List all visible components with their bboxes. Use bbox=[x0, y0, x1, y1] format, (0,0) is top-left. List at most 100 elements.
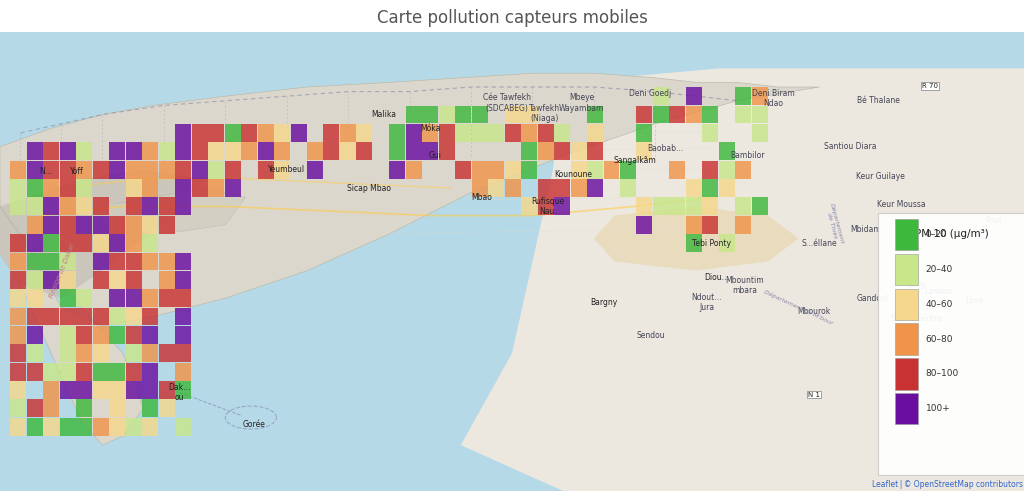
Bar bbox=[752, 197, 768, 215]
Bar bbox=[77, 142, 92, 160]
Bar bbox=[43, 271, 59, 289]
Text: Lène: Lène bbox=[966, 296, 984, 305]
Text: Gandoul: Gandoul bbox=[856, 294, 889, 302]
Bar bbox=[10, 418, 27, 436]
Bar bbox=[895, 358, 918, 389]
Bar bbox=[159, 400, 175, 417]
Bar bbox=[110, 381, 125, 399]
Bar bbox=[142, 308, 159, 326]
Bar bbox=[274, 161, 290, 179]
Bar bbox=[43, 234, 59, 252]
Bar bbox=[93, 308, 109, 326]
Bar bbox=[110, 161, 125, 179]
Bar bbox=[159, 197, 175, 215]
Text: Mbidam: Mbidam bbox=[850, 225, 881, 234]
Text: Touly: Touly bbox=[906, 280, 927, 289]
Bar bbox=[505, 179, 520, 197]
Bar bbox=[93, 418, 109, 436]
Bar bbox=[224, 124, 241, 142]
Bar bbox=[406, 106, 422, 123]
Bar bbox=[670, 106, 685, 123]
Bar bbox=[110, 363, 125, 381]
Text: Deni Goedj: Deni Goedj bbox=[629, 89, 672, 98]
Bar bbox=[702, 161, 718, 179]
Bar bbox=[142, 197, 159, 215]
Bar bbox=[126, 234, 141, 252]
Bar bbox=[142, 363, 159, 381]
Bar bbox=[93, 197, 109, 215]
Bar bbox=[735, 87, 752, 105]
Bar bbox=[488, 124, 504, 142]
Bar bbox=[702, 106, 718, 123]
Bar bbox=[43, 142, 59, 160]
Text: N 1: N 1 bbox=[808, 392, 820, 398]
Bar bbox=[439, 142, 455, 160]
Bar bbox=[637, 197, 652, 215]
Text: Deni Biram
Ndao: Deni Biram Ndao bbox=[752, 89, 795, 108]
Bar bbox=[653, 197, 669, 215]
Bar bbox=[538, 124, 554, 142]
Bar bbox=[307, 142, 323, 160]
Bar bbox=[291, 124, 306, 142]
Bar bbox=[126, 197, 141, 215]
Bar bbox=[472, 124, 487, 142]
Bar bbox=[570, 179, 587, 197]
Bar bbox=[126, 271, 141, 289]
Bar bbox=[43, 252, 59, 271]
Bar bbox=[175, 252, 191, 271]
Bar bbox=[60, 271, 76, 289]
Text: N…: N… bbox=[40, 167, 52, 176]
Text: Dak…
ou: Dak… ou bbox=[168, 382, 190, 402]
Bar bbox=[77, 216, 92, 234]
Bar bbox=[686, 106, 701, 123]
Bar bbox=[77, 161, 92, 179]
Bar bbox=[126, 179, 141, 197]
Text: Soune Sérère: Soune Sérère bbox=[891, 314, 942, 324]
Bar bbox=[702, 216, 718, 234]
Bar bbox=[10, 363, 27, 381]
Bar bbox=[110, 289, 125, 307]
Bar bbox=[60, 161, 76, 179]
Bar bbox=[60, 197, 76, 215]
Bar bbox=[670, 161, 685, 179]
Bar bbox=[224, 142, 241, 160]
Bar bbox=[27, 161, 43, 179]
Bar bbox=[554, 124, 570, 142]
Bar bbox=[587, 161, 603, 179]
Text: Mbourok: Mbourok bbox=[798, 307, 830, 317]
Bar bbox=[27, 363, 43, 381]
Text: Carte pollution capteurs mobiles: Carte pollution capteurs mobiles bbox=[377, 8, 647, 27]
Bar bbox=[10, 252, 27, 271]
Bar bbox=[895, 254, 918, 285]
Bar bbox=[77, 308, 92, 326]
Bar bbox=[175, 161, 191, 179]
Text: Sicap Mbao: Sicap Mbao bbox=[347, 184, 390, 192]
Text: Bé Thalane: Bé Thalane bbox=[857, 96, 900, 105]
Text: Kounoune: Kounoune bbox=[554, 170, 593, 179]
Bar bbox=[422, 142, 438, 160]
Bar bbox=[60, 234, 76, 252]
Bar bbox=[324, 142, 339, 160]
Bar bbox=[142, 161, 159, 179]
Polygon shape bbox=[461, 69, 1024, 491]
Text: Mbao: Mbao bbox=[471, 192, 492, 202]
Bar bbox=[159, 381, 175, 399]
Bar bbox=[60, 179, 76, 197]
Bar bbox=[241, 124, 257, 142]
Bar bbox=[175, 124, 191, 142]
Bar bbox=[637, 124, 652, 142]
Bar bbox=[538, 179, 554, 197]
Bar bbox=[175, 418, 191, 436]
Text: 20–40: 20–40 bbox=[926, 265, 953, 274]
Bar bbox=[224, 179, 241, 197]
Bar bbox=[77, 418, 92, 436]
Bar bbox=[10, 271, 27, 289]
Bar bbox=[27, 400, 43, 417]
Bar bbox=[27, 197, 43, 215]
Bar bbox=[505, 124, 520, 142]
Bar bbox=[60, 381, 76, 399]
Bar bbox=[77, 400, 92, 417]
Bar bbox=[340, 142, 356, 160]
Bar bbox=[389, 142, 406, 160]
Bar bbox=[208, 142, 224, 160]
